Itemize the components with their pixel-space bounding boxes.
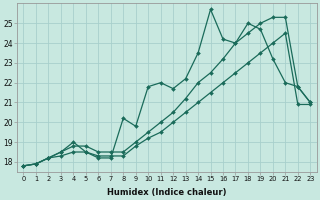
X-axis label: Humidex (Indice chaleur): Humidex (Indice chaleur) [107,188,227,197]
